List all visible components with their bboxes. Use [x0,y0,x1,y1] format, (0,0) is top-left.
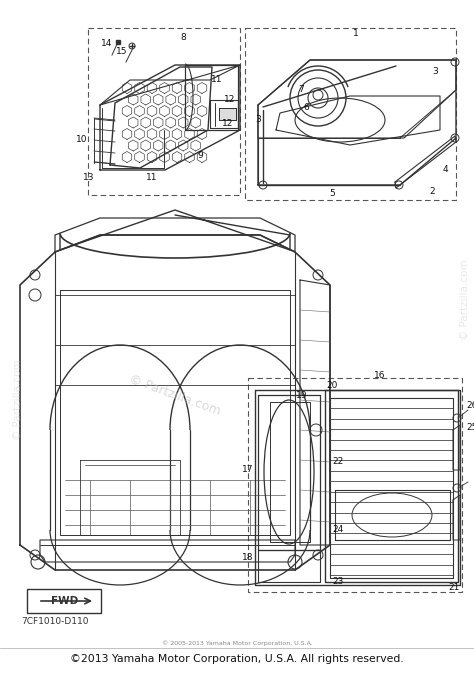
Text: © 2005-2013 Yamaha Motor Corporation, U.S.A.: © 2005-2013 Yamaha Motor Corporation, U.… [162,640,312,646]
Text: 5: 5 [329,188,335,198]
Text: 25: 25 [466,423,474,431]
Text: 15: 15 [116,47,128,57]
Text: 9: 9 [197,151,203,159]
Text: 6: 6 [303,103,309,113]
Text: 23: 23 [332,578,344,587]
Text: ©2013 Yamaha Motor Corporation, U.S.A. All rights reserved.: ©2013 Yamaha Motor Corporation, U.S.A. A… [70,654,404,664]
Text: 18: 18 [242,554,254,562]
Text: 14: 14 [101,40,113,49]
Text: FWD: FWD [51,596,79,606]
Bar [245,28,456,200]
Text: 21: 21 [448,583,460,593]
Text: 8: 8 [180,34,186,43]
FancyBboxPatch shape [27,589,101,613]
Text: 12: 12 [224,95,236,105]
Text: 10: 10 [76,136,88,144]
Text: 3: 3 [255,115,261,124]
Text: 7CF1010-D110: 7CF1010-D110 [21,618,89,626]
Text: 4: 4 [442,165,448,175]
Text: 11: 11 [211,76,223,84]
Text: 20: 20 [326,381,337,389]
Text: © Partzilla.com: © Partzilla.com [128,373,223,418]
Text: 24: 24 [332,526,344,535]
Text: 12: 12 [222,119,234,128]
Bar [248,378,462,592]
Text: 22: 22 [332,458,344,466]
Text: © Partzilla.com: © Partzilla.com [460,260,470,340]
Text: 7: 7 [298,86,304,94]
Bar [88,28,240,195]
Text: 17: 17 [242,466,254,475]
Text: 16: 16 [374,371,386,379]
Text: 2: 2 [429,188,435,196]
Text: 11: 11 [146,173,158,182]
Text: 3: 3 [432,68,438,76]
Text: 26: 26 [466,400,474,410]
Bar [219,108,236,120]
Text: 1: 1 [353,28,359,38]
Text: © Partzilla.com: © Partzilla.com [13,360,23,440]
Text: 13: 13 [83,173,95,182]
Text: 19: 19 [296,391,308,400]
